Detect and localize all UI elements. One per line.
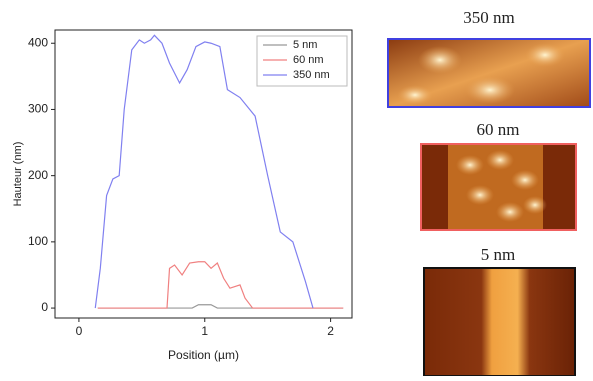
data-line [94,34,314,309]
y-tick-label: 300 [28,102,48,116]
afm-image [420,143,577,231]
image-title: 5 nm [481,245,515,264]
y-tick-label: 400 [28,35,48,49]
legend-box [256,35,348,87]
x-tick-label: 2 [327,324,334,338]
x-tick-label: 0 [76,324,83,338]
y-tick-label: 100 [28,234,48,248]
afm-image [423,267,576,377]
legend-label: 5 nm [293,39,317,51]
x-axis-label: Position (µm) [168,348,239,362]
legend-label: 350 nm [293,69,330,81]
image-title: 60 nm [477,120,520,139]
data-line [97,261,344,309]
plot-frame [54,29,353,319]
y-axis-label: Hauteur (nm) [12,142,24,207]
afm-image [387,38,591,108]
data-line [97,304,344,309]
x-tick-label: 1 [201,324,208,338]
legend-label: 60 nm [293,54,324,66]
y-tick-label: 200 [28,168,48,182]
image-title: 350 nm [463,8,514,27]
y-tick-label: 0 [41,300,48,314]
